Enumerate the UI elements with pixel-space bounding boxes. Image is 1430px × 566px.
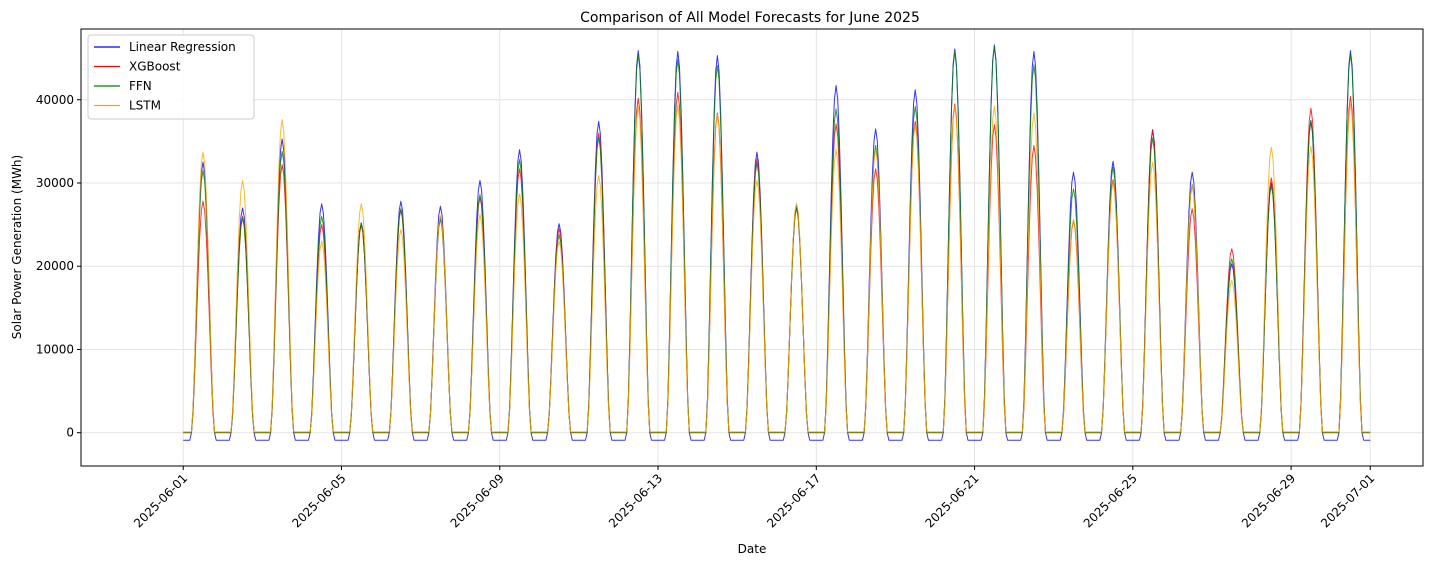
legend-label: Linear Regression [129,40,236,54]
legend-label: LSTM [129,99,161,113]
series-line-2 [183,45,1371,434]
x-tick-label: 2025-06-05 [289,471,348,530]
series-lines [183,44,1371,441]
x-tick-label: 2025-07-01 [1318,471,1377,530]
x-tick-label: 2025-06-17 [764,471,823,530]
x-axis-title: Date [738,542,767,556]
y-axis-title: Solar Power Generation (MWh) [10,155,24,339]
y-tick-label: 30000 [36,176,74,190]
legend-label: XGBoost [129,60,181,74]
x-tick-label: 2025-06-09 [448,471,507,530]
x-axis: 2025-06-01 2025-06-05 2025-06-09 2025-06-13… [131,466,1377,530]
y-tick-label: 0 [66,426,74,440]
series-line-0 [183,44,1371,441]
legend-label: FFN [129,79,152,93]
x-tick-label: 2025-06-29 [1239,471,1298,530]
y-tick-label: 20000 [36,259,74,273]
x-tick-label: 2025-06-01 [131,471,190,530]
y-axis: 0 10000 20000 30000 40000 [36,93,81,440]
x-tick-label: 2025-06-13 [606,471,665,530]
x-tick-label: 2025-06-21 [922,471,981,530]
x-tick-label: 2025-06-25 [1081,471,1140,530]
series-line-3 [183,103,1371,433]
y-tick-label: 40000 [36,93,74,107]
chart-title: Comparison of All Model Forecasts for Ju… [580,10,920,26]
plot-frame [80,28,1424,467]
series-line-1 [183,91,1371,433]
legend: Linear Regression XGBoost FFN LSTM [87,34,255,120]
y-tick-label: 10000 [36,342,74,356]
legend-box [87,34,255,120]
